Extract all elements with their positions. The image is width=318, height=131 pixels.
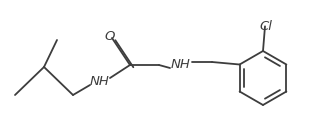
Text: Cl: Cl xyxy=(259,20,273,33)
Text: NH: NH xyxy=(90,75,110,88)
Text: NH: NH xyxy=(171,59,191,72)
Text: O: O xyxy=(105,31,115,43)
